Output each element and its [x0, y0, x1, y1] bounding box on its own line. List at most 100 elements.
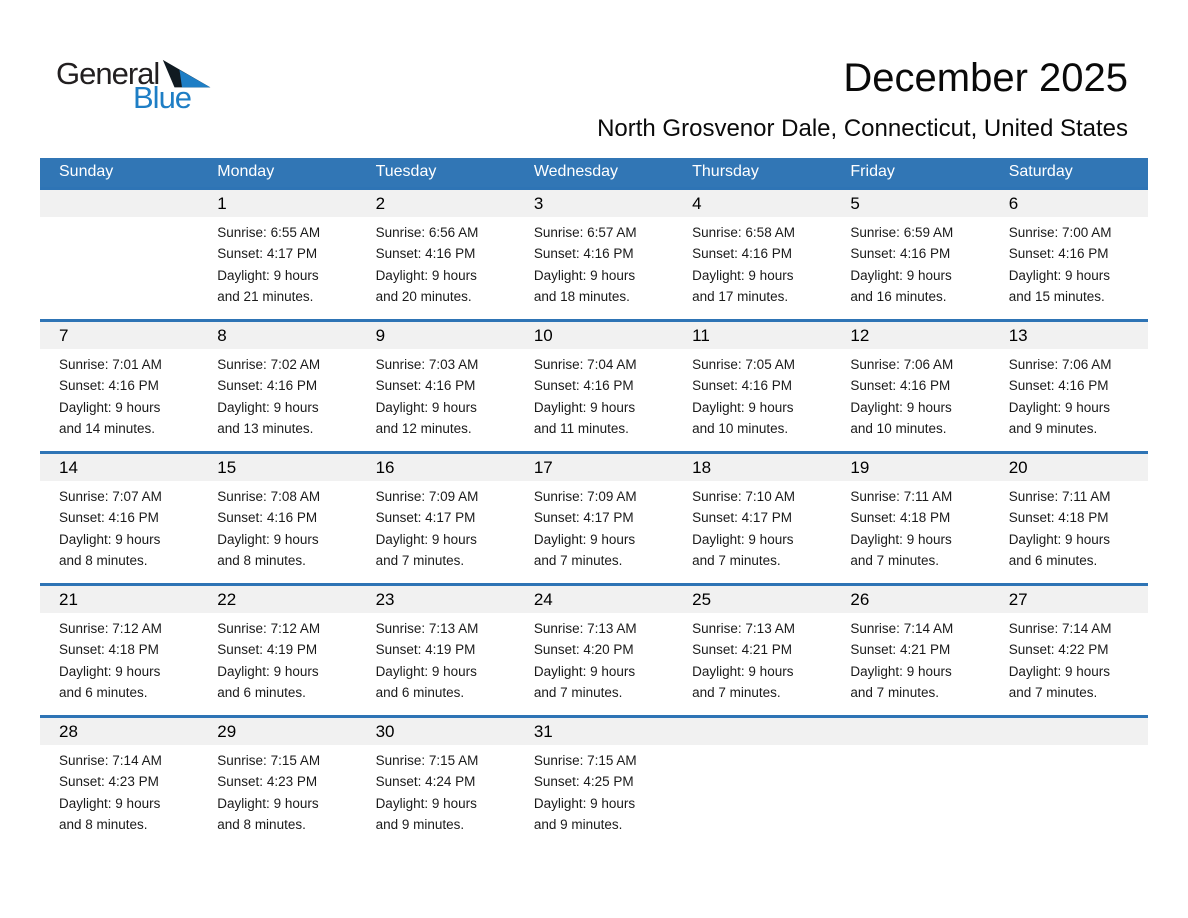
sunrise-line: Sunrise: 7:06 AM — [1009, 354, 1142, 376]
weekday-header-thursday: Thursday — [673, 158, 832, 188]
day-number: 23 — [356, 585, 515, 613]
daylight-line-1-label: Daylight: — [217, 267, 270, 283]
day-number: 7 — [40, 321, 199, 349]
daylight-line-1-label: Daylight: — [533, 531, 587, 547]
daylight-line-1-label: Daylight: — [1008, 663, 1062, 679]
day-number: 12 — [831, 321, 990, 349]
sunset-line-value: 4:16 PM — [1058, 378, 1109, 393]
sunset-line: Sunset: 4:25 PM — [534, 771, 667, 793]
daylight-line-1-label: Daylight: — [217, 399, 270, 415]
daylight-line-2-value: and 10 minutes. — [692, 421, 789, 436]
sunrise-line-label: Sunrise: — [850, 488, 900, 504]
daylight-line-1-label: Daylight: — [59, 531, 112, 547]
sunrise-line-label: Sunrise: — [375, 356, 426, 372]
sunrise-line: Sunrise: 7:12 AM — [59, 618, 192, 640]
sunrise-line-label: Sunrise: — [533, 488, 584, 504]
daylight-line-1-label: Daylight: — [692, 663, 745, 679]
sunset-line-value: 4:18 PM — [899, 510, 951, 525]
sunrise-line-label: Sunrise: — [217, 488, 267, 504]
day-cell-20: 20 Sunrise: 7:11 AM Sunset: 4:18 PM Dayligh… — [989, 452, 1148, 584]
daylight-line-1-value: 9 hours — [748, 663, 794, 679]
daylight-line-2-value: and 9 minutes. — [533, 817, 623, 832]
calendar-body: 1 Sunrise: 6:55 AM Sunset: 4:17 PM Daylight… — [40, 188, 1148, 848]
daylight-line-1: Daylight: 9 hours — [59, 793, 192, 815]
daylight-line-1-label: Daylight: — [692, 399, 745, 415]
day-cell-23: 23 Sunrise: 7:13 AM Sunset: 4:19 PM Dayligh… — [356, 584, 515, 716]
daylight-line-2: and 8 minutes. — [59, 550, 192, 572]
sunset-line-value: 4:18 PM — [108, 642, 159, 657]
day-cell-17: 17 Sunrise: 7:09 AM Sunset: 4:17 PM Dayligh… — [514, 452, 674, 584]
day-info: Sunrise: 7:06 AM Sunset: 4:16 PM Daylight:… — [831, 349, 989, 440]
daylight-line-2: and 21 minutes. — [217, 286, 350, 308]
sunset-line-label: Sunset: — [59, 774, 105, 789]
daylight-line-2: and 7 minutes. — [692, 550, 825, 572]
sunrise-line-label: Sunrise: — [692, 224, 742, 240]
day-info: Sunrise: 7:15 AM Sunset: 4:23 PM Daylight:… — [198, 745, 356, 836]
sunrise-line-value: 7:10 AM — [745, 488, 795, 504]
day-info: Sunrise: 7:15 AM Sunset: 4:25 PM Daylight:… — [515, 745, 673, 836]
day-info: Sunrise: 7:14 AM Sunset: 4:22 PM Daylight:… — [990, 613, 1148, 704]
sunset-line-label: Sunset: — [1008, 246, 1055, 261]
sunset-line-value: 4:23 PM — [108, 774, 159, 789]
daylight-line-1: Daylight: 9 hours — [376, 265, 509, 287]
sunrise-line: Sunrise: 7:14 AM — [850, 618, 983, 640]
sunset-line: Sunset: 4:20 PM — [534, 639, 667, 661]
sunrise-line-label: Sunrise: — [375, 752, 426, 768]
day-info: Sunrise: 6:55 AM Sunset: 4:17 PM Daylight:… — [198, 217, 356, 308]
daylight-line-1-label: Daylight: — [533, 663, 587, 679]
sunset-line-label: Sunset: — [59, 642, 105, 657]
daylight-line-2-value: and 15 minutes. — [1008, 289, 1105, 304]
daylight-line-1: Daylight: 9 hours — [692, 529, 825, 551]
day-number: 19 — [831, 453, 990, 481]
sunrise-line-value: 7:13 AM — [745, 620, 795, 636]
sunset-line-label: Sunset: — [850, 378, 897, 393]
sunrise-line-value: 7:13 AM — [587, 620, 637, 636]
daylight-line-1: Daylight: 9 hours — [1009, 661, 1142, 683]
sunrise-line: Sunrise: 7:04 AM — [534, 354, 667, 376]
day-number: 16 — [356, 453, 515, 481]
daylight-line-2: and 18 minutes. — [534, 286, 667, 308]
daylight-line-2-value: and 9 minutes. — [375, 817, 465, 832]
day-cell-29: 29 Sunrise: 7:15 AM Sunset: 4:23 PM Dayligh… — [198, 716, 357, 848]
day-info: Sunrise: 7:05 AM Sunset: 4:16 PM Daylight:… — [673, 349, 831, 440]
daylight-line-1-value: 9 hours — [590, 267, 636, 283]
sunset-line: Sunset: 4:23 PM — [59, 771, 192, 793]
week-row-5: 28 Sunrise: 7:14 AM Sunset: 4:23 PM Dayligh… — [40, 716, 1148, 848]
daylight-line-2: and 7 minutes. — [534, 550, 667, 572]
day-info: Sunrise: 7:10 AM Sunset: 4:17 PM Daylight:… — [673, 481, 831, 572]
daylight-line-1-value: 9 hours — [906, 663, 952, 679]
empty-day-band — [831, 717, 990, 745]
day-number: 11 — [673, 321, 832, 349]
daylight-line-2: and 8 minutes. — [59, 814, 192, 836]
daylight-line-1: Daylight: 9 hours — [692, 265, 825, 287]
sunrise-line: Sunrise: 7:13 AM — [692, 618, 825, 640]
sunrise-line: Sunrise: 7:15 AM — [376, 750, 509, 772]
daylight-line-1: Daylight: 9 hours — [376, 661, 509, 683]
daylight-line-1: Daylight: 9 hours — [692, 661, 825, 683]
day-number: 2 — [356, 189, 515, 217]
sunrise-line-value: 7:12 AM — [112, 620, 162, 636]
sunrise-line-value: 7:02 AM — [270, 356, 321, 372]
daylight-line-1: Daylight: 9 hours — [217, 793, 350, 815]
daylight-line-1: Daylight: 9 hours — [1009, 397, 1142, 419]
sunset-line-label: Sunset: — [375, 642, 422, 657]
daylight-line-1: Daylight: 9 hours — [1009, 529, 1142, 551]
day-cell-9: 9 Sunrise: 7:03 AM Sunset: 4:16 PM Daylight… — [356, 320, 515, 452]
sunrise-line: Sunrise: 7:09 AM — [376, 486, 509, 508]
day-info: Sunrise: 7:13 AM Sunset: 4:21 PM Daylight:… — [673, 613, 831, 704]
sunset-line-label: Sunset: — [692, 642, 738, 657]
sunrise-line: Sunrise: 7:05 AM — [692, 354, 825, 376]
sunrise-line-label: Sunrise: — [1008, 488, 1059, 504]
day-number: 20 — [989, 453, 1148, 481]
daylight-line-2-value: and 9 minutes. — [1008, 421, 1098, 436]
sunset-line: Sunset: 4:22 PM — [1009, 639, 1142, 661]
daylight-line-2: and 9 minutes. — [1009, 418, 1142, 440]
daylight-line-2: and 9 minutes. — [376, 814, 509, 836]
sunset-line-label: Sunset: — [850, 246, 897, 261]
daylight-line-1-value: 9 hours — [906, 531, 952, 547]
daylight-line-2: and 13 minutes. — [217, 418, 350, 440]
title-block: December 2025 North Grosvenor Dale, Conn… — [597, 56, 1128, 143]
daylight-line-1-value: 9 hours — [748, 531, 794, 547]
sunrise-line-label: Sunrise: — [1008, 356, 1059, 372]
day-info: Sunrise: 7:09 AM Sunset: 4:17 PM Daylight:… — [357, 481, 515, 572]
